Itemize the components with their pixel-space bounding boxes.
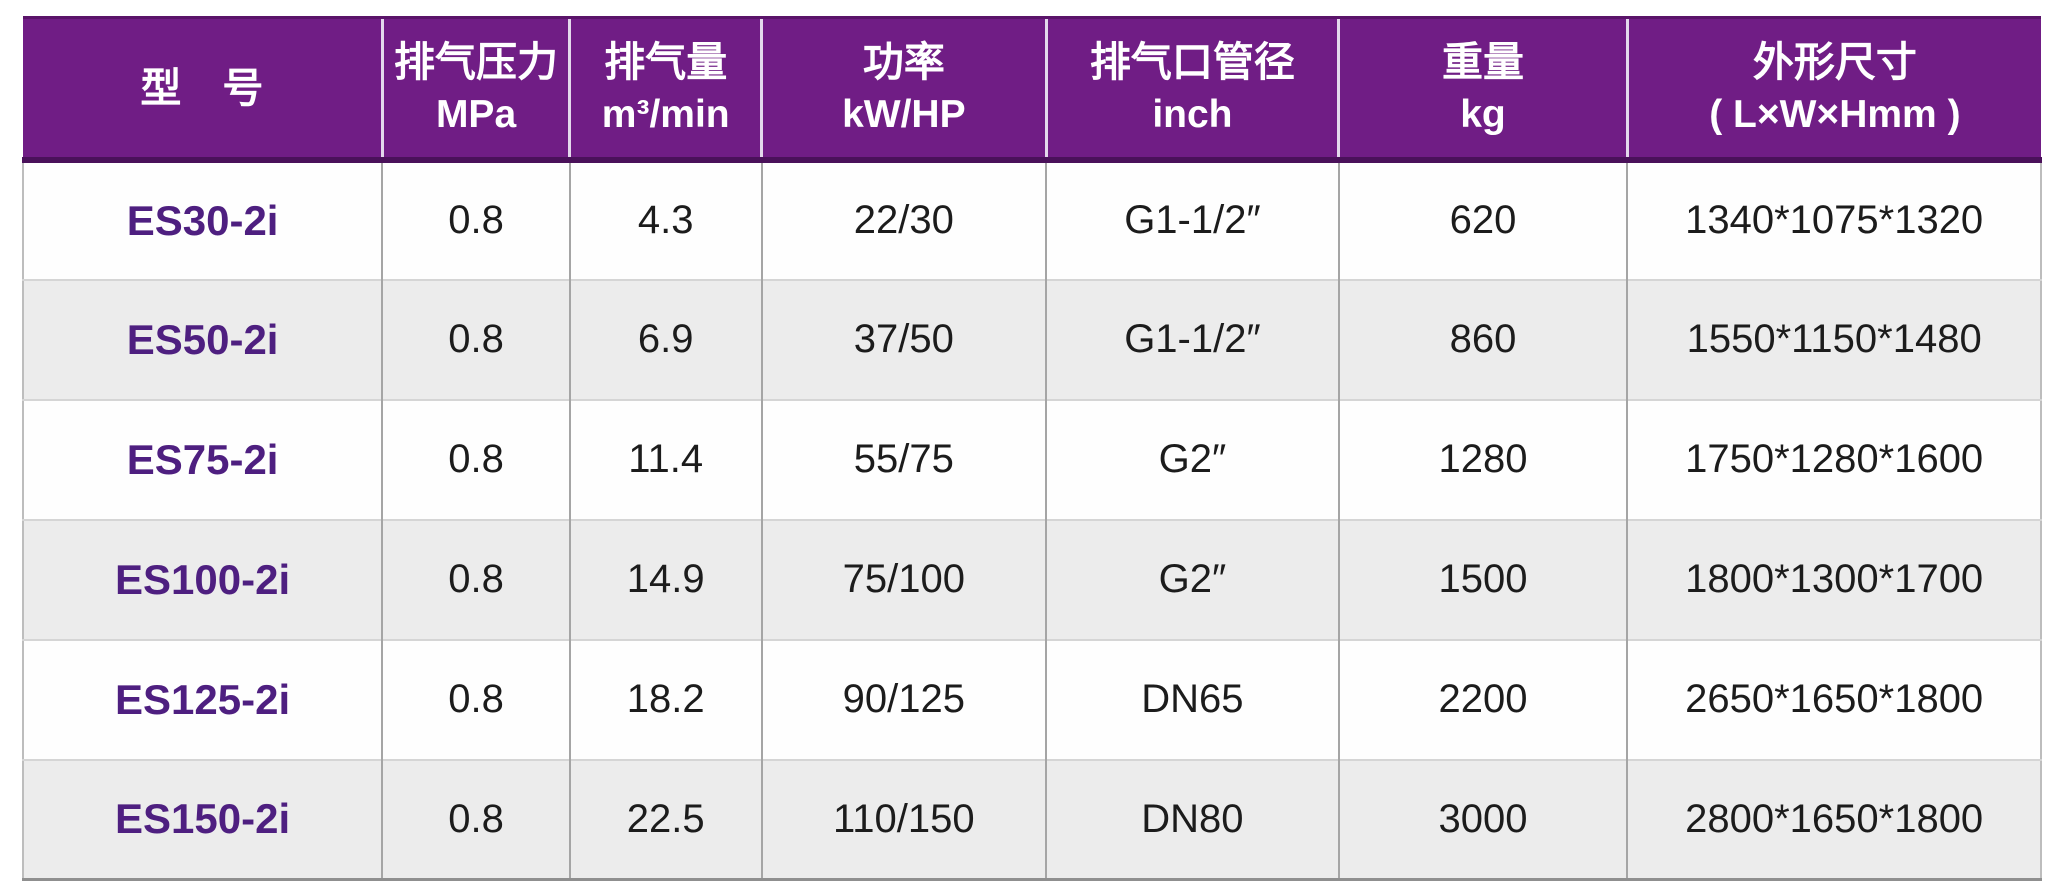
delivery-cell: 22.5	[568, 758, 762, 880]
header-weight-title: 重量	[1442, 38, 1524, 85]
model-cell: ES75-2i	[23, 398, 383, 520]
weight-cell: 1280	[1337, 398, 1628, 520]
weight-cell: 860	[1337, 278, 1628, 400]
spec-table-container: 型 号 排气压力 MPa 排气量 m³/min 功率 kW/HP 排气口管径	[22, 16, 2042, 881]
delivery-cell: 14.9	[568, 518, 762, 640]
header-power-unit: kW/HP	[842, 93, 966, 137]
header-model: 型 号	[23, 16, 383, 163]
delivery-cell: 4.3	[568, 159, 762, 280]
dimensions-cell: 2650*1650*1800	[1626, 638, 2041, 760]
dimensions-cell: 1750*1280*1600	[1626, 398, 2041, 520]
model-cell: ES50-2i	[23, 278, 383, 400]
model-cell: ES30-2i	[23, 159, 383, 280]
header-weight: 重量 kg	[1337, 16, 1628, 163]
outlet-cell: G2″	[1045, 518, 1339, 640]
header-air-delivery-unit: m³/min	[601, 93, 730, 137]
header-power-title: 功率	[862, 38, 945, 85]
header-outlet-pipe-size-unit: inch	[1152, 93, 1233, 137]
power-cell: 22/30	[760, 159, 1047, 280]
delivery-cell: 6.9	[568, 278, 762, 400]
table-row: ES125-2i 0.8 18.2 90/125 DN65 2200 2650*1650*1…	[23, 638, 2041, 760]
header-discharge-pressure: 排气压力 MPa	[380, 16, 570, 163]
table-header: 型 号 排气压力 MPa 排气量 m³/min 功率 kW/HP 排气口管径	[23, 16, 2041, 163]
outlet-cell: G1-1/2″	[1045, 278, 1339, 400]
delivery-cell: 18.2	[568, 638, 762, 760]
delivery-cell: 11.4	[568, 398, 762, 520]
dimensions-cell: 2800*1650*1800	[1626, 758, 2041, 880]
model-cell: ES150-2i	[23, 758, 383, 880]
dimensions-cell: 1550*1150*1480	[1626, 278, 2041, 400]
header-outlet-pipe-size-title: 排气口管径	[1089, 38, 1295, 85]
table-row: ES75-2i 0.8 11.4 55/75 G2″ 1280 1750*1280*1600	[23, 398, 2041, 520]
outlet-cell: DN80	[1045, 758, 1339, 880]
header-air-delivery-title: 排气量	[604, 38, 728, 85]
header-row: 型 号 排气压力 MPa 排气量 m³/min 功率 kW/HP 排气口管径	[23, 16, 2041, 163]
header-weight-unit: kg	[1460, 93, 1506, 137]
pressure-cell: 0.8	[381, 518, 570, 640]
model-cell: ES100-2i	[23, 518, 383, 640]
outlet-cell: G1-1/2″	[1045, 159, 1339, 280]
dimensions-cell: 1340*1075*1320	[1626, 159, 2041, 280]
table-row: ES50-2i 0.8 6.9 37/50 G1-1/2″ 860 1550*1150*14…	[23, 278, 2041, 400]
header-power: 功率 kW/HP	[760, 16, 1047, 163]
table-row: ES100-2i 0.8 14.9 75/100 G2″ 1500 1800*1300*17…	[23, 518, 2041, 640]
power-cell: 90/125	[760, 638, 1047, 760]
pressure-cell: 0.8	[381, 398, 570, 520]
pressure-cell: 0.8	[381, 758, 570, 880]
weight-cell: 620	[1337, 159, 1628, 280]
power-cell: 55/75	[760, 398, 1047, 520]
header-dimensions-title: 外形尺寸	[1752, 38, 1917, 85]
table-body: ES30-2i 0.8 4.3 22/30 G1-1/2″ 620 1340*1075*13…	[23, 159, 2041, 880]
power-cell: 75/100	[760, 518, 1047, 640]
weight-cell: 1500	[1337, 518, 1628, 640]
outlet-cell: G2″	[1045, 398, 1339, 520]
outlet-cell: DN65	[1045, 638, 1339, 760]
weight-cell: 3000	[1337, 758, 1628, 880]
header-discharge-pressure-unit: MPa	[435, 93, 517, 137]
model-cell: ES125-2i	[23, 638, 383, 760]
weight-cell: 2200	[1337, 638, 1628, 760]
pressure-cell: 0.8	[381, 159, 570, 280]
power-cell: 110/150	[760, 758, 1047, 880]
spec-table: 型 号 排气压力 MPa 排气量 m³/min 功率 kW/HP 排气口管径	[22, 16, 2042, 881]
pressure-cell: 0.8	[381, 638, 570, 760]
power-cell: 37/50	[760, 278, 1047, 400]
table-row: ES30-2i 0.8 4.3 22/30 G1-1/2″ 620 1340*1075*13…	[23, 159, 2041, 280]
header-model-title: 型 号	[140, 64, 264, 111]
pressure-cell: 0.8	[381, 278, 570, 400]
header-dimensions-unit: ( L×W×Hmm )	[1709, 93, 1961, 137]
table-row: ES150-2i 0.8 22.5 110/150 DN80 3000 2800*1650*…	[23, 758, 2041, 880]
header-air-delivery: 排气量 m³/min	[568, 16, 762, 163]
dimensions-cell: 1800*1300*1700	[1626, 518, 2041, 640]
header-outlet-pipe-size: 排气口管径 inch	[1044, 16, 1339, 163]
header-discharge-pressure-title: 排气压力	[394, 38, 559, 85]
header-dimensions: 外形尺寸 ( L×W×Hmm )	[1625, 16, 2041, 163]
